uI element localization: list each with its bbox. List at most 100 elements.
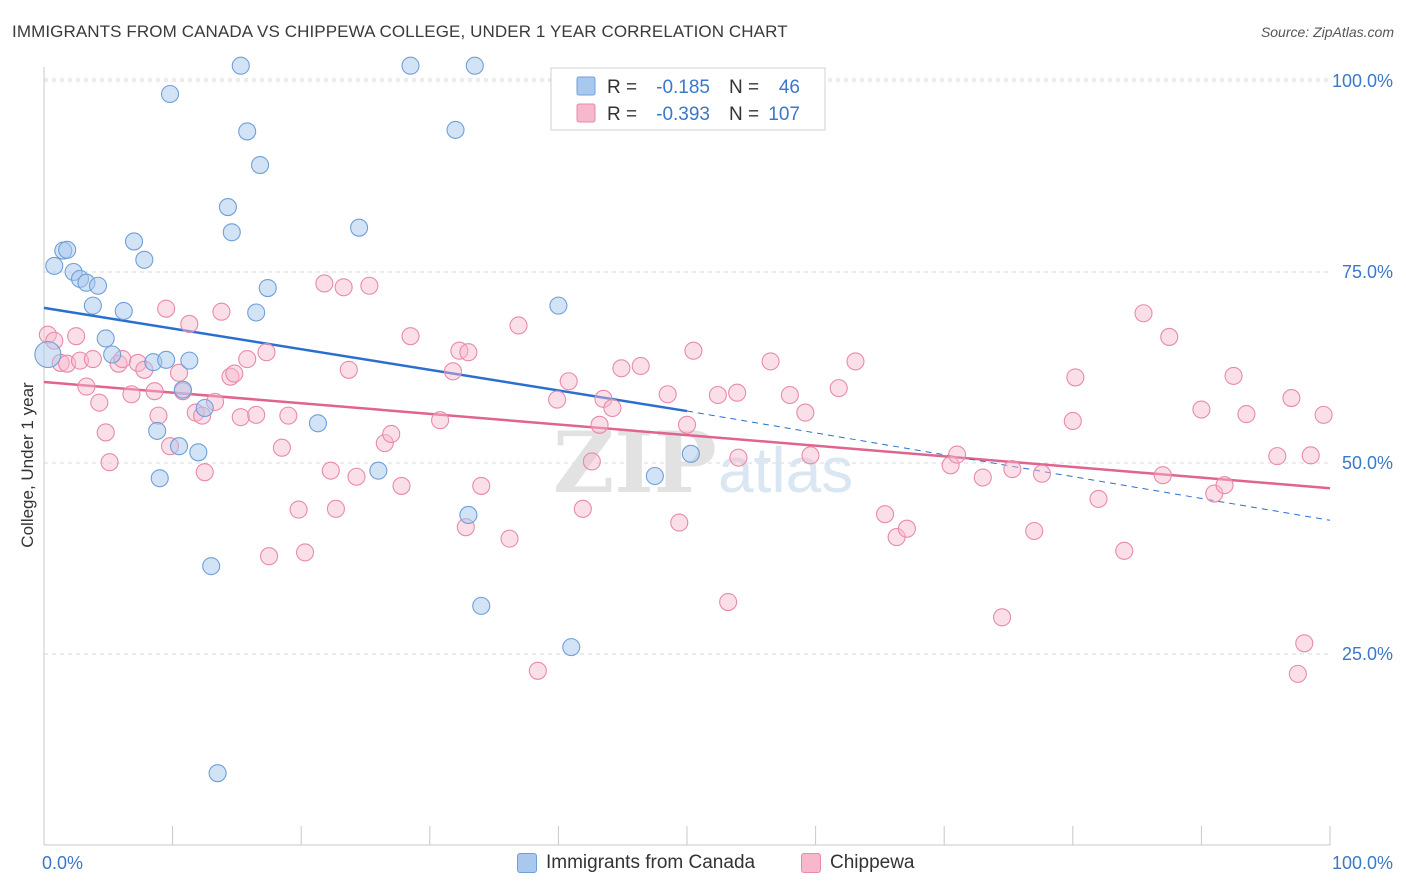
legend-swatch-pink <box>576 103 596 123</box>
legend-item-chippewa[interactable]: Chippewa <box>801 852 915 874</box>
data-point-immigrants-from-canada <box>222 223 241 242</box>
trend-line-blue-solid <box>43 306 688 413</box>
data-point-chippewa <box>631 356 650 376</box>
legend-label-chippewa: Chippewa <box>830 852 915 873</box>
data-point-chippewa <box>1160 327 1179 346</box>
legend-swatch-blue <box>576 76 596 96</box>
data-point-immigrants-from-canada <box>58 240 77 259</box>
data-point-immigrants-from-canada <box>157 350 176 369</box>
legend-r-value: -0.185 <box>656 77 710 98</box>
data-point-chippewa <box>1192 400 1211 419</box>
legend-n-label: N = <box>729 104 759 125</box>
data-point-chippewa <box>225 364 244 383</box>
data-point-chippewa <box>846 352 865 371</box>
legend-n-value: 107 <box>768 104 800 125</box>
data-point-immigrants-from-canada <box>645 466 664 486</box>
data-point-chippewa <box>401 327 420 346</box>
data-point-chippewa <box>459 343 478 362</box>
tick-labels: 25.0% 50.0% 75.0% 100.0% 0.0% 100.0% College, … <box>18 71 1393 873</box>
trend-line-pink <box>43 380 1331 490</box>
data-point-immigrants-from-canada <box>150 469 169 488</box>
data-point-chippewa <box>375 434 394 453</box>
data-point-immigrants-from-canada <box>34 340 62 369</box>
data-point-chippewa <box>450 341 469 360</box>
data-point-chippewa <box>658 385 677 404</box>
legend-swatch-pink <box>801 853 821 873</box>
axes <box>43 67 1331 846</box>
trend-line-immigrants-from-canada <box>43 306 1331 521</box>
data-point-chippewa <box>528 661 547 680</box>
data-point-chippewa <box>780 385 799 405</box>
data-point-chippewa <box>1115 541 1134 560</box>
data-point-chippewa <box>948 445 967 464</box>
data-point-chippewa <box>548 390 567 409</box>
data-point-chippewa <box>573 499 592 518</box>
data-point-immigrants-from-canada <box>96 329 115 348</box>
x-tick-label-max: 100.0% <box>1332 853 1393 873</box>
data-point-chippewa <box>582 452 601 471</box>
chart-title: IMMIGRANTS FROM CANADA VS CHIPPEWA COLLE… <box>12 22 788 41</box>
data-point-immigrants-from-canada <box>459 505 478 525</box>
data-point-chippewa <box>339 360 358 379</box>
data-point-chippewa <box>670 513 689 532</box>
data-point-chippewa <box>443 362 462 381</box>
watermark-atlas: atlas <box>718 434 853 506</box>
data-point-immigrants-from-canada <box>45 256 64 275</box>
data-point-chippewa <box>509 316 528 335</box>
data-point-immigrants-from-canada <box>250 155 270 175</box>
data-point-chippewa <box>145 382 164 401</box>
data-point-immigrants-from-canada <box>562 638 581 657</box>
data-point-chippewa <box>719 592 738 612</box>
data-point-chippewa <box>1025 521 1044 541</box>
data-point-immigrants-from-canada <box>446 120 465 139</box>
trend-line-blue-dashed <box>686 410 1331 521</box>
data-point-chippewa <box>231 408 250 427</box>
data-point-chippewa <box>247 405 266 424</box>
data-point-chippewa <box>603 398 622 418</box>
data-point-immigrants-from-canada <box>148 421 167 440</box>
data-point-chippewa <box>728 383 747 402</box>
data-point-chippewa <box>169 363 189 382</box>
data-point-chippewa <box>1288 664 1307 683</box>
data-point-immigrants-from-canada <box>169 437 189 456</box>
data-point-immigrants-from-canada <box>238 122 257 141</box>
legend-item-immigrants-from-canada[interactable]: Immigrants from Canada <box>517 852 755 874</box>
data-point-chippewa <box>382 424 401 444</box>
data-point-immigrants-from-canada <box>114 301 133 321</box>
data-point-chippewa <box>1032 464 1051 483</box>
data-point-immigrants-from-canada <box>218 198 237 217</box>
data-point-immigrants-from-canada <box>88 276 108 295</box>
data-point-chippewa <box>993 608 1012 627</box>
data-point-chippewa <box>684 341 703 360</box>
data-point-immigrants-from-canada <box>231 56 250 75</box>
data-point-chippewa <box>296 543 315 562</box>
data-point-chippewa <box>1134 304 1153 323</box>
y-tick-label: 50.0% <box>1342 453 1393 473</box>
data-point-chippewa <box>559 372 578 391</box>
data-point-chippewa <box>77 377 96 396</box>
data-point-chippewa <box>1215 476 1234 495</box>
data-point-chippewa <box>238 350 257 369</box>
data-point-chippewa <box>1003 460 1022 479</box>
data-point-chippewa <box>334 278 353 297</box>
y-axis-title: College, Under 1 year <box>18 382 37 548</box>
data-point-immigrants-from-canada <box>173 380 192 399</box>
data-point-immigrants-from-canada <box>189 443 208 462</box>
data-point-chippewa <box>612 359 631 378</box>
data-point-chippewa <box>897 519 916 538</box>
data-point-chippewa <box>677 415 697 434</box>
data-point-immigrants-from-canada <box>83 296 102 315</box>
legend-r-value: -0.393 <box>656 104 710 125</box>
data-point-chippewa <box>195 463 214 482</box>
data-point-immigrants-from-canada <box>135 250 154 269</box>
data-point-immigrants-from-canada <box>247 303 266 322</box>
data-point-chippewa <box>360 276 379 295</box>
data-point-chippewa <box>1314 405 1333 424</box>
data-point-immigrants-from-canada <box>308 414 327 433</box>
data-point-chippewa <box>1268 447 1287 466</box>
data-point-chippewa <box>472 476 491 495</box>
points-chippewa <box>38 274 1333 683</box>
data-point-chippewa <box>1295 634 1314 653</box>
data-point-chippewa <box>431 411 450 430</box>
data-point-immigrants-from-canada <box>369 461 388 480</box>
